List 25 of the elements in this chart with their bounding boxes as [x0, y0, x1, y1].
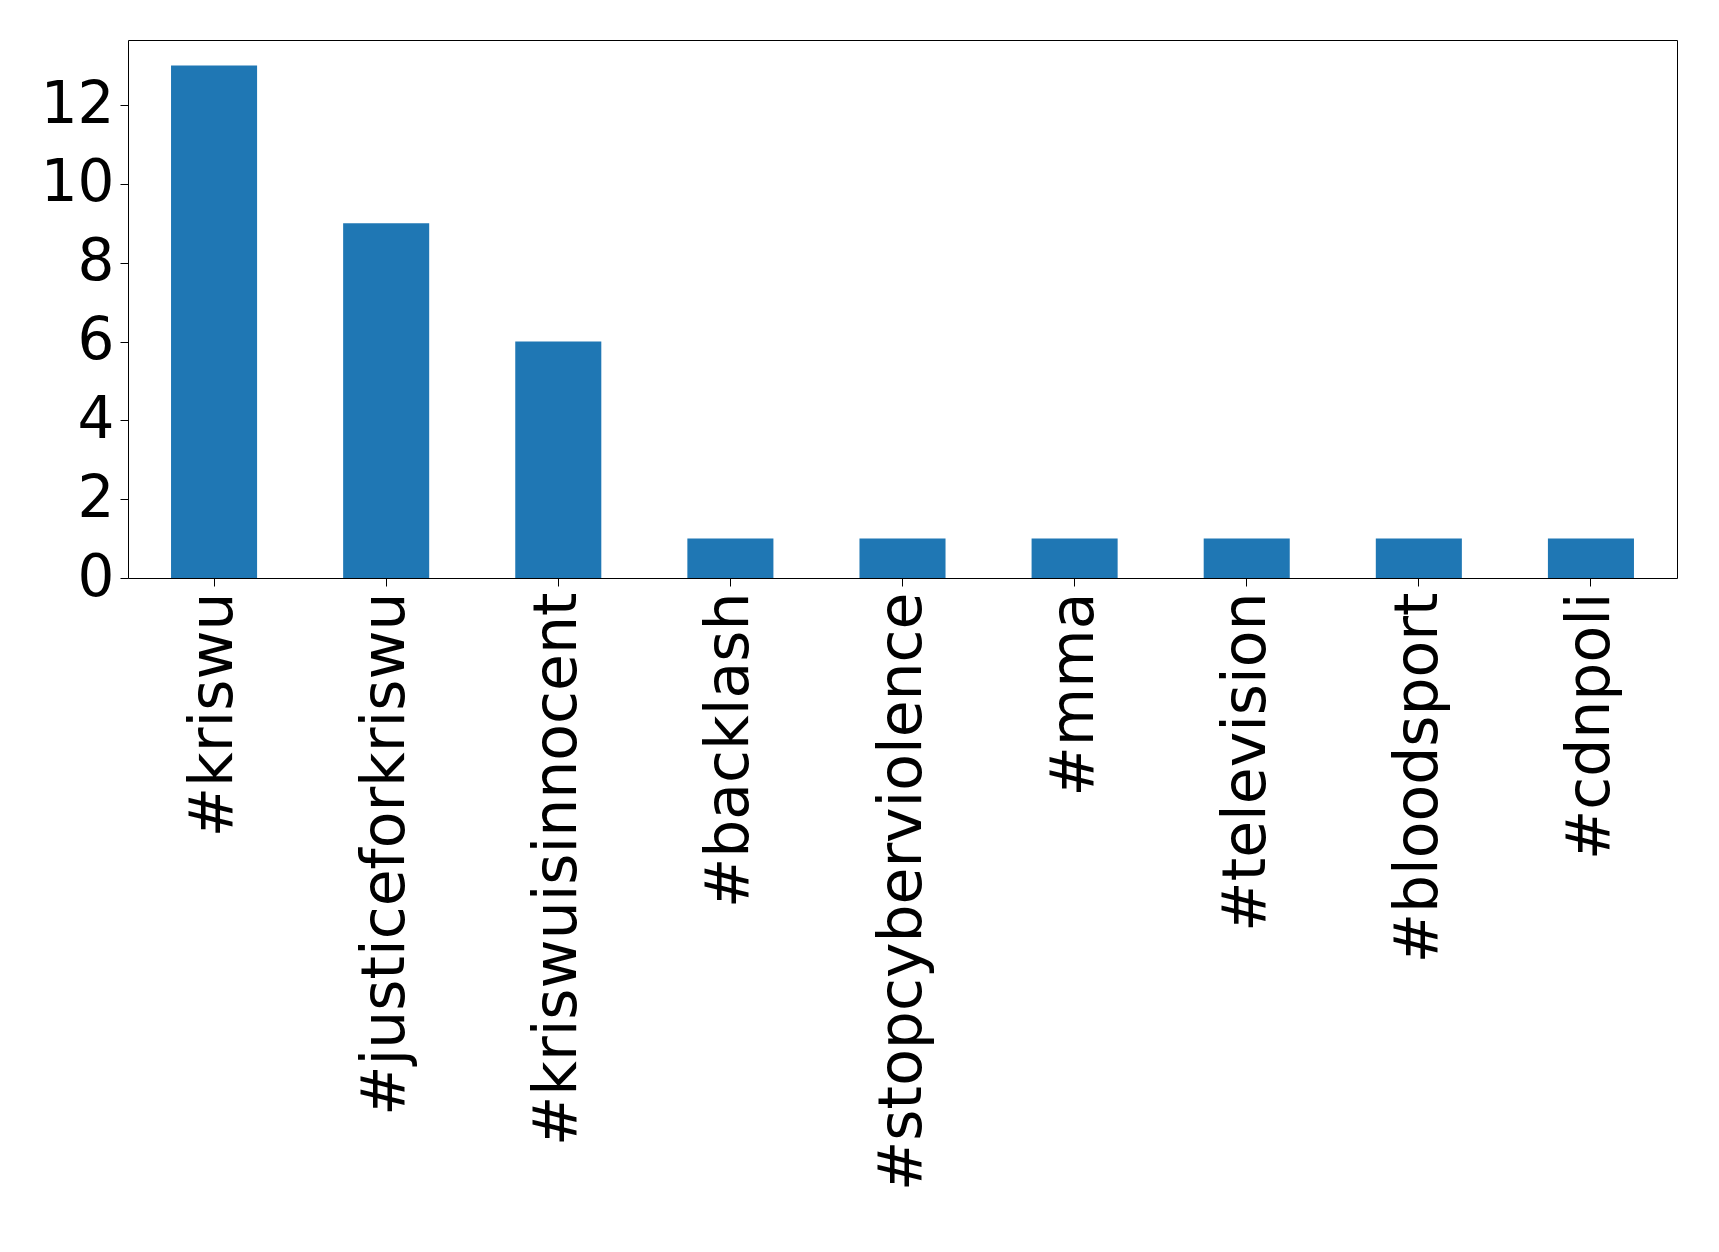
- bar: [1547, 538, 1634, 578]
- bar: [515, 341, 602, 578]
- y-tick-label: 6: [77, 305, 115, 374]
- y-tick-label: 8: [77, 226, 115, 295]
- bar: [343, 223, 430, 578]
- x-tick-label: #backlash: [692, 592, 763, 909]
- bar: [1031, 538, 1118, 578]
- x-tick-label: #stopcyberviolence: [864, 592, 935, 1191]
- y-tick-label: 2: [77, 462, 115, 531]
- y-tick-label: 4: [77, 383, 115, 452]
- bar: [859, 538, 946, 578]
- y-tick-label: 10: [40, 147, 115, 216]
- x-tick-label: #bloodsport: [1380, 592, 1451, 964]
- x-tick-label: #television: [1208, 592, 1279, 932]
- y-tick-label: 0: [77, 541, 115, 610]
- bar: [171, 65, 258, 578]
- y-tick-label: 12: [40, 68, 115, 137]
- bar: [1375, 538, 1462, 578]
- bar: [687, 538, 774, 578]
- x-tick-label: #justiceforkriswu: [348, 592, 419, 1116]
- x-tick-label: #cdnpoli: [1552, 592, 1623, 861]
- x-tick-label: #kriswu: [176, 592, 247, 838]
- x-tick-label: #mma: [1036, 592, 1107, 797]
- bar: [1203, 538, 1290, 578]
- x-tick-label: #kriswuisinnocent: [520, 592, 591, 1147]
